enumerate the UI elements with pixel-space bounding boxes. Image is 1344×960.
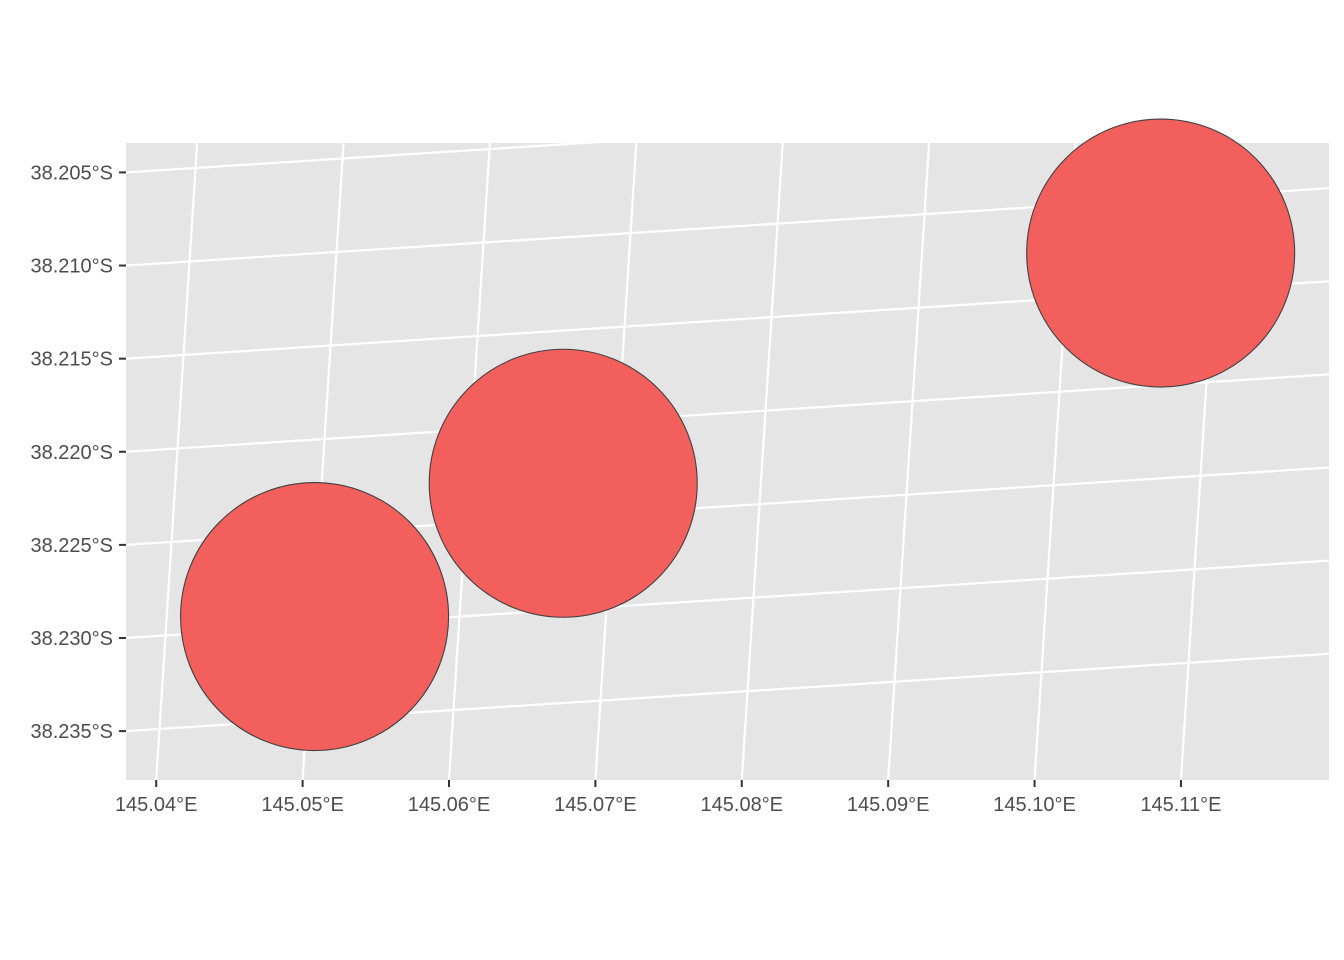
meridian-gridline-5 <box>887 143 931 780</box>
map-point-1 <box>180 482 450 752</box>
x-axis: 145.04°E 145.05°E 145.06°E 145.07°E 145.08°E… <box>115 780 1221 816</box>
x-tick-label-2: 145.06°E <box>408 794 491 816</box>
x-tick-label-3: 145.07°E <box>554 794 637 816</box>
map-point-3 <box>1026 118 1296 388</box>
meridian-gridline-4 <box>740 143 784 780</box>
x-tick-label-7: 145.11°E <box>1140 794 1221 816</box>
y-tick-label-0: 38.205°S <box>30 162 113 184</box>
y-tick-label-3: 38.220°S <box>30 442 113 464</box>
y-tick-label-2: 38.215°S <box>30 349 113 371</box>
y-tick-label-5: 38.230°S <box>30 628 113 650</box>
y-axis: 38.205°S 38.210°S 38.215°S 38.220°S 38.225°S… <box>30 162 126 743</box>
y-tick-label-1: 38.210°S <box>30 256 113 278</box>
x-tick-label-1: 145.05°E <box>261 794 344 816</box>
x-tick-label-4: 145.08°E <box>701 794 784 816</box>
x-tick-label-6: 145.10°E <box>993 794 1076 816</box>
x-tick-label-5: 145.09°E <box>847 794 930 816</box>
x-tick-label-0: 145.04°E <box>115 794 198 816</box>
parallel-gridline-0 <box>126 143 601 174</box>
y-tick-label-6: 38.235°S <box>30 721 113 743</box>
y-tick-label-4: 38.225°S <box>30 535 113 557</box>
meridian-gridline-0 <box>155 143 199 780</box>
map-point-2 <box>428 348 698 618</box>
map-points <box>180 118 1296 752</box>
